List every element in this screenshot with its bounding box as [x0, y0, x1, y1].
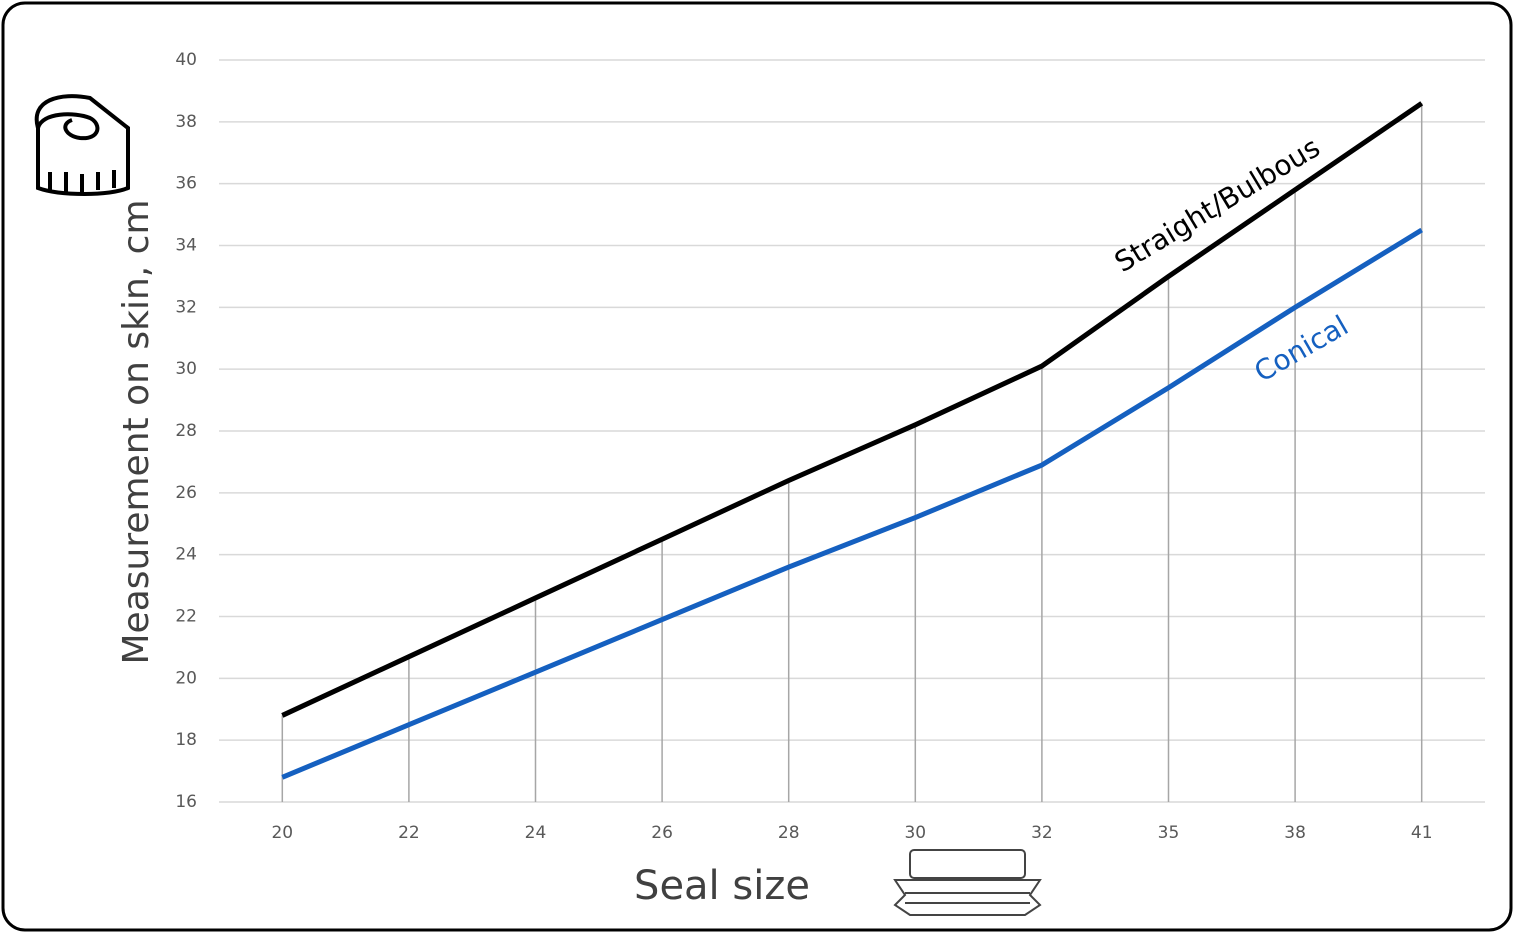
x-tick-label: 24	[525, 823, 547, 843]
y-tick-label: 22	[175, 607, 197, 627]
y-tick-label: 26	[175, 483, 197, 503]
y-tick-label: 30	[175, 359, 197, 379]
y-tick-label: 16	[175, 792, 197, 812]
y-tick-label: 36	[175, 174, 197, 194]
x-tick-label: 41	[1411, 823, 1433, 843]
y-tick-label: 38	[175, 112, 197, 132]
x-axis-title: Seal size	[634, 863, 810, 909]
seal-icon	[895, 850, 1040, 915]
frame	[3, 3, 1511, 930]
x-tick-label: 22	[398, 823, 420, 843]
y-tick-label: 28	[175, 421, 197, 441]
y-tick-label: 40	[175, 50, 197, 70]
y-tick-label: 32	[175, 297, 197, 317]
x-tick-label: 28	[778, 823, 800, 843]
x-tick-label: 26	[651, 823, 673, 843]
x-tick-label: 30	[904, 823, 926, 843]
y-tick-label: 34	[175, 236, 197, 256]
y-tick-label: 18	[175, 730, 197, 750]
x-tick-label: 20	[271, 823, 293, 843]
chart: Measurement on skin, cm Seal size 16 18 20…	[0, 0, 1514, 933]
x-tick-label: 35	[1158, 823, 1180, 843]
y-tick-label: 24	[175, 545, 197, 565]
y-axis-title: Measurement on skin, cm	[116, 199, 157, 664]
x-tick-label: 32	[1031, 823, 1053, 843]
y-tick-label: 20	[175, 668, 197, 688]
x-tick-label: 38	[1284, 823, 1306, 843]
